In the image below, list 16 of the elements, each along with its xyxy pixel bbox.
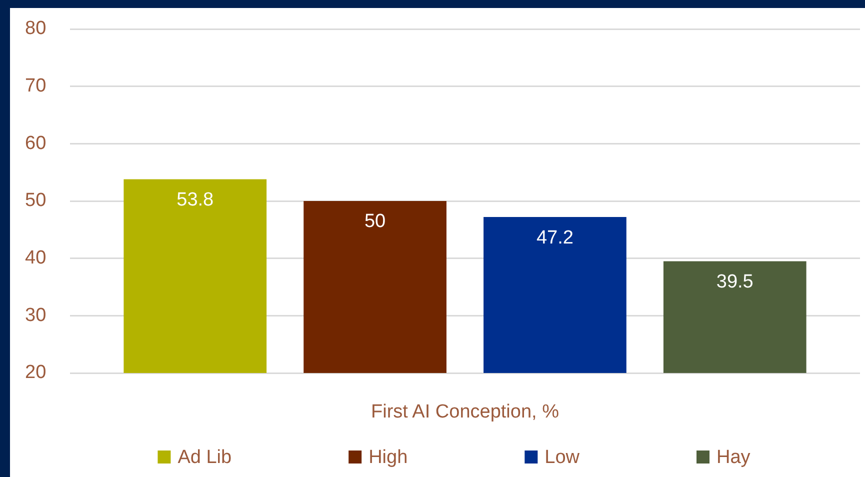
data-label: 39.5 bbox=[716, 271, 754, 292]
y-tick-label: 30 bbox=[25, 304, 46, 326]
y-tick-label: 50 bbox=[25, 190, 46, 212]
y-tick-label: 60 bbox=[25, 132, 46, 154]
legend-label: Low bbox=[544, 447, 580, 468]
legend-label: Ad Lib bbox=[178, 447, 232, 468]
y-tick-label: 20 bbox=[25, 362, 46, 384]
data-label: 53.8 bbox=[176, 189, 214, 210]
y-tick-label: 80 bbox=[25, 18, 46, 40]
legend-label: High bbox=[368, 447, 408, 468]
data-label: 47.2 bbox=[536, 227, 574, 248]
x-tick-label: First AI Conception, % bbox=[371, 402, 560, 423]
y-tick-label: 40 bbox=[25, 248, 46, 269]
data-label: 50 bbox=[364, 211, 386, 232]
y-tick-label: 70 bbox=[25, 76, 46, 97]
legend-label: Hay bbox=[716, 447, 751, 468]
